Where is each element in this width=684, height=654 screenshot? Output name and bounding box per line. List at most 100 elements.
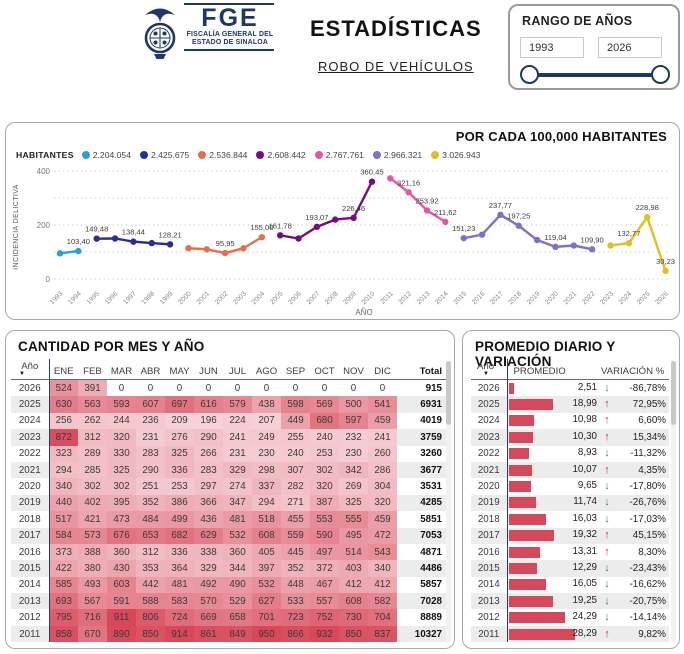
data-point-1997[interactable] [130,238,137,245]
data-point-2024[interactable] [625,239,633,247]
monthly-row-2017[interactable]: 2017 584 573 676 653 682 629 532 608 559 590 495 472… [11,527,447,544]
year-min-input[interactable] [520,37,584,58]
monthly-row-2012[interactable]: 2012 795 716 911 806 724 669 658 701 723 752 730 704… [11,609,447,626]
daily-row-2024[interactable]: 2024 10,98 ↑ 6,60% [471,412,669,430]
data-point-2011[interactable] [387,175,394,182]
data-point-2018[interactable] [515,222,522,229]
data-point-2019[interactable] [533,236,541,244]
monthly-row-2022[interactable]: 2022 323 289 330 283 325 266 231 230 240 253 230 260… [11,445,447,462]
column-header-nov[interactable]: NOV [339,359,368,380]
data-point-2005[interactable] [277,232,284,239]
data-point-2013[interactable] [423,207,431,214]
column-header-año[interactable]: Año ▼ [11,359,49,380]
monthly-row-2025[interactable]: 2025 630 563 593 607 697 616 579 438 598 569 500 541… [11,396,447,413]
legend-item[interactable]: 2.767.761 [314,150,364,160]
data-point-2015[interactable] [460,234,467,242]
daily-row-2025[interactable]: 2025 18,99 ↑ 72,95% [471,396,670,413]
legend-item[interactable]: 2.425.675 [139,150,189,160]
daily-row-2014[interactable]: 2014 16,05 ↓ -16,62% [471,576,669,594]
data-point-2002[interactable] [221,249,229,257]
legend-item[interactable]: 2.966.321 [372,150,422,160]
daily-row-2017[interactable]: 2017 19,32 ↑ 45,15% [471,527,670,544]
monthly-row-2014[interactable]: 2014 585 493 603 442 481 492 490 532 448 467 412 412… [11,576,447,594]
daily-row-2021[interactable]: 2021 10,07 ↑ 4,35% [471,461,670,479]
daily-row-2016[interactable]: 2016 13,31 ↑ 8,30% [471,543,669,561]
data-point-2016[interactable] [478,231,486,238]
year-max-input[interactable] [598,37,662,58]
daily-row-2019[interactable]: 2019 11,74 ↓ -26,76% [471,494,670,512]
slider-handle-min[interactable] [520,65,539,84]
column-header-feb[interactable]: FEB [78,359,107,380]
data-point-2008[interactable] [332,216,339,223]
legend-item[interactable]: 2.536.844 [198,150,247,160]
column-header-año[interactable]: Año ▼ [471,359,507,380]
column-header-may[interactable]: MAY [165,359,194,380]
data-point-2006[interactable] [295,235,302,242]
slider-track[interactable] [529,73,661,77]
data-point-1993[interactable] [56,250,64,257]
daily-row-2018[interactable]: 2018 16,03 ↓ -17,03% [471,511,669,528]
daily-row-2023[interactable]: 2023 10,30 ↑ 15,34% [471,429,670,446]
data-point-2022[interactable] [588,246,596,253]
data-point-1996[interactable] [111,235,119,242]
data-point-2000[interactable] [185,245,192,252]
monthly-row-2018[interactable]: 2018 517 421 473 484 499 436 481 518 455 553 555 459… [11,511,447,528]
data-point-2012[interactable] [405,189,412,196]
daily-row-2011[interactable]: 2011 28,29 ↑ 9,82% [471,625,670,643]
column-header-variacion[interactable]: VARIACIÓN % [599,359,670,380]
data-point-1994[interactable] [75,247,82,255]
monthly-row-2013[interactable]: 2013 693 567 591 588 583 570 529 627 533 557 608 582… [11,593,447,610]
legend-item[interactable]: 2.608.442 [256,150,306,160]
data-point-2025[interactable] [644,213,651,221]
monthly-scrollbar[interactable] [446,361,451,643]
column-header-ago[interactable]: AGO [252,359,281,380]
daily-row-2013[interactable]: 2013 19,25 ↓ -20,75% [471,593,670,610]
daily-row-2022[interactable]: 2022 8,93 ↓ -11,32% [471,445,669,462]
data-point-2023[interactable] [607,242,614,249]
monthly-row-2026[interactable]: 2026 524 391 0 0 0 0 0 0 0 0 0 0 915 [11,379,447,397]
data-point-2014[interactable] [442,218,449,226]
column-header-abr[interactable]: ABR [136,359,165,380]
data-point-2010[interactable] [368,178,376,185]
daily-row-2026[interactable]: 2026 2,51 ↓ -86,78% [471,379,669,397]
monthly-row-2011[interactable]: 2011 858 670 890 850 914 861 849 950 866 932 850 837… [11,625,447,643]
monthly-row-2024[interactable]: 2024 256 262 244 236 209 196 224 207 449 680 597 459… [11,412,447,430]
data-point-1999[interactable] [166,241,174,248]
data-point-2026[interactable] [662,267,669,275]
column-header-jul[interactable]: JUL [223,359,252,380]
column-header-sep[interactable]: SEP [281,359,310,380]
daily-scrollbar[interactable] [671,361,676,643]
page-subtitle[interactable]: ROBO DE VEHÍCULOS [318,59,474,74]
data-point-2004[interactable] [258,233,266,241]
column-header-mar[interactable]: MAR [107,359,136,380]
data-point-2009[interactable] [350,214,357,222]
daily-row-2020[interactable]: 2020 9,65 ↓ -17,80% [471,478,669,495]
data-point-2001[interactable] [203,246,210,253]
column-header-promedio[interactable]: PROMEDIO [506,359,599,380]
legend-item[interactable]: 2.204.054 [81,150,131,160]
monthly-row-2015[interactable]: 2015 422 380 430 353 364 329 344 397 352 372 403 340… [11,560,447,577]
monthly-row-2023[interactable]: 2023 872 312 320 231 276 290 241 249 255 240 232 241… [11,429,447,446]
column-header-ene[interactable]: ENE [48,359,78,380]
slider-handle-max[interactable] [651,65,670,84]
monthly-scrollbar-thumb[interactable] [446,361,451,425]
daily-scrollbar-thumb[interactable] [671,361,676,425]
data-point-2020[interactable] [552,243,559,251]
daily-row-2015[interactable]: 2015 12,29 ↓ -23,43% [471,560,670,577]
data-point-2007[interactable] [313,223,321,231]
column-header-total[interactable]: Total [397,359,447,380]
monthly-row-2020[interactable]: 2020 340 302 302 251 253 297 274 337 282 320 269 304… [11,478,447,495]
data-point-2003[interactable] [240,245,247,252]
column-header-oct[interactable]: OCT [310,359,339,380]
column-header-jun[interactable]: JUN [194,359,223,380]
data-point-1998[interactable] [148,239,155,247]
column-header-dic[interactable]: DIC [368,359,397,380]
monthly-row-2016[interactable]: 2016 373 388 360 312 336 338 360 405 445 497 514 543… [11,543,447,561]
monthly-row-2019[interactable]: 2019 440 402 395 352 386 366 347 294 271 387 325 320… [11,494,447,512]
legend-item[interactable]: 3.026.943 [431,150,480,160]
monthly-row-2021[interactable]: 2021 294 285 325 290 336 283 329 298 307 302 342 286… [11,461,447,479]
data-point-2017[interactable] [497,211,504,219]
daily-row-2012[interactable]: 2012 24,29 ↓ -14,14% [471,609,669,626]
data-point-2021[interactable] [570,242,577,249]
data-point-1995[interactable] [93,235,100,242]
